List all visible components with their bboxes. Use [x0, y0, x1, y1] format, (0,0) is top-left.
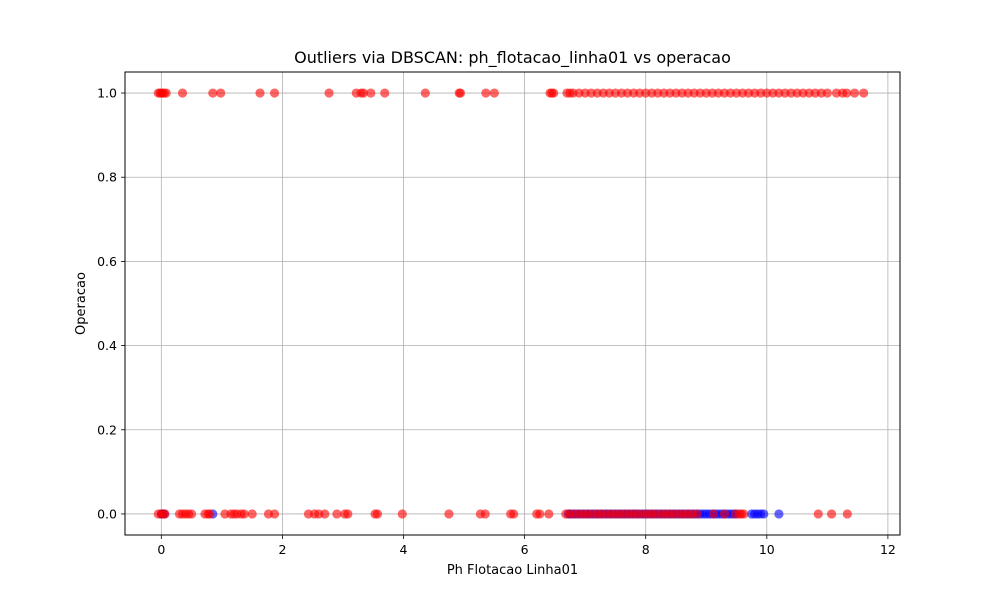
scatter-point [481, 88, 491, 98]
chart-title: Outliers via DBSCAN: ph_flotacao_linha01… [294, 48, 731, 68]
y-tick-label: 0.8 [97, 170, 117, 185]
scatter-point [544, 509, 554, 519]
x-tick-label: 0 [157, 542, 165, 557]
scatter-point [826, 509, 837, 519]
y-axis-title: Operacao [74, 272, 89, 335]
x-tick-label: 4 [400, 542, 408, 557]
scatter-point [859, 88, 869, 98]
scatter-point [269, 509, 280, 519]
scatter-point [489, 88, 499, 98]
scatter-point [216, 88, 226, 98]
scatter-point [255, 88, 265, 98]
scatter-point [420, 88, 430, 98]
scatter-point [813, 509, 823, 519]
x-tick-label: 6 [521, 542, 529, 557]
scatter-point [366, 88, 376, 98]
scatter-point [759, 509, 769, 519]
scatter-point [247, 509, 257, 519]
scatter-point [842, 509, 852, 519]
scatter-point [343, 509, 353, 519]
scatter-point [480, 509, 490, 519]
scatter-point [455, 88, 466, 98]
scatter-point [708, 509, 719, 519]
scatter-point [397, 509, 407, 519]
scatter-point [177, 88, 188, 98]
scatter-point [324, 88, 334, 98]
x-tick-label: 10 [759, 542, 775, 557]
scatter-point [269, 88, 280, 98]
y-tick-label: 0.0 [97, 506, 117, 521]
y-tick-label: 0.6 [97, 254, 117, 269]
scatter-point [187, 509, 197, 519]
x-tick-label: 8 [642, 542, 650, 557]
scatter-point [332, 509, 342, 519]
y-tick-label: 0.4 [97, 338, 117, 353]
scatter-point [822, 88, 832, 98]
y-tick-label: 1.0 [97, 86, 117, 101]
x-tick-label: 2 [278, 542, 286, 557]
scatter-point [205, 509, 215, 519]
scatter-point [739, 509, 749, 519]
y-tick-label: 0.2 [97, 422, 117, 437]
scatter-point [549, 88, 559, 98]
scatter-point [358, 88, 369, 98]
x-axis-title: Ph Flotacao Linha01 [447, 563, 578, 578]
scatter-point [444, 509, 454, 519]
data-points [153, 88, 869, 519]
x-tick-label: 12 [880, 542, 896, 557]
scatter-point [774, 509, 784, 519]
scatter-point [535, 509, 545, 519]
scatter-point [208, 88, 218, 98]
scatter-point [161, 88, 171, 98]
plot-frame [124, 71, 901, 536]
scatter-point [692, 509, 702, 519]
scatter-point [239, 509, 249, 519]
scatter-point [320, 509, 330, 519]
scatter-point [719, 509, 730, 519]
scatter-point [842, 88, 852, 98]
scatter-point [509, 509, 519, 519]
scatter-point [372, 509, 383, 519]
scatter-point [160, 509, 170, 519]
axis-ticks: 0 2 4 6 8 10 12 0.0 0.2 0.4 0.6 0.8 1.0 [97, 86, 896, 557]
scatter-point [849, 88, 860, 98]
scatter-point [380, 88, 390, 98]
